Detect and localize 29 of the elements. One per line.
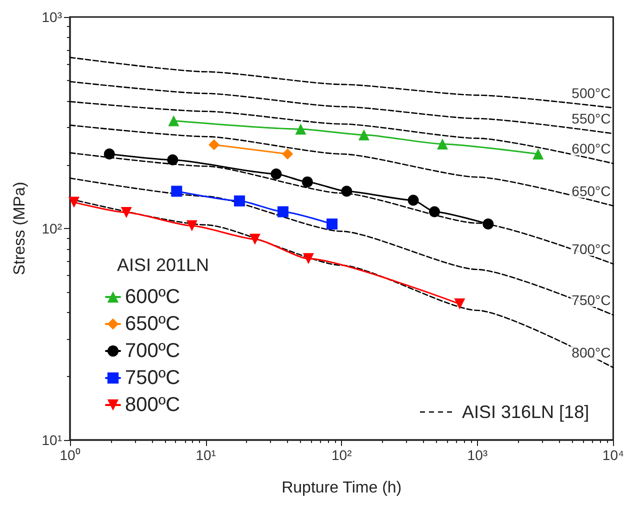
y-tick-label: 10¹ bbox=[42, 432, 62, 448]
legend-label: 800ºC bbox=[125, 394, 180, 416]
line-series bbox=[69, 80, 614, 134]
x-tick-label: 10¹ bbox=[196, 447, 216, 463]
line-series bbox=[69, 56, 614, 108]
line-series bbox=[69, 124, 614, 206]
x-axis-title: Rupture Time (h) bbox=[282, 480, 402, 496]
series-label: 750°C bbox=[572, 292, 611, 308]
x-tick-label: 10² bbox=[331, 447, 352, 463]
y-tick-label: 10³ bbox=[42, 9, 62, 25]
legend-title: AISI 201LN bbox=[117, 255, 210, 275]
series-label: 800°C bbox=[572, 344, 611, 361]
legend-label: 700ºC bbox=[125, 340, 180, 362]
x-tick-label: 10³ bbox=[467, 447, 488, 463]
y-axis-title: Stress (MPa) bbox=[12, 182, 28, 276]
series-label: 500°C bbox=[572, 84, 611, 101]
series-label: 650°C bbox=[572, 182, 611, 199]
annotation: AISI 316LN [18] bbox=[462, 402, 590, 422]
series-label: 550°C bbox=[572, 110, 611, 127]
x-tick-label: 10⁰ bbox=[60, 447, 80, 463]
line-series bbox=[69, 100, 614, 164]
legend-label: 750ºC bbox=[125, 367, 180, 389]
series-label: 700°C bbox=[572, 240, 611, 257]
legend-label: 600ºC bbox=[125, 286, 180, 308]
legend-label: 650ºC bbox=[125, 313, 180, 335]
x-tick-label: 10⁴ bbox=[602, 447, 624, 463]
series-label: 600°C bbox=[572, 140, 611, 156]
y-tick-label: 10² bbox=[42, 220, 62, 236]
line-series bbox=[69, 178, 614, 316]
